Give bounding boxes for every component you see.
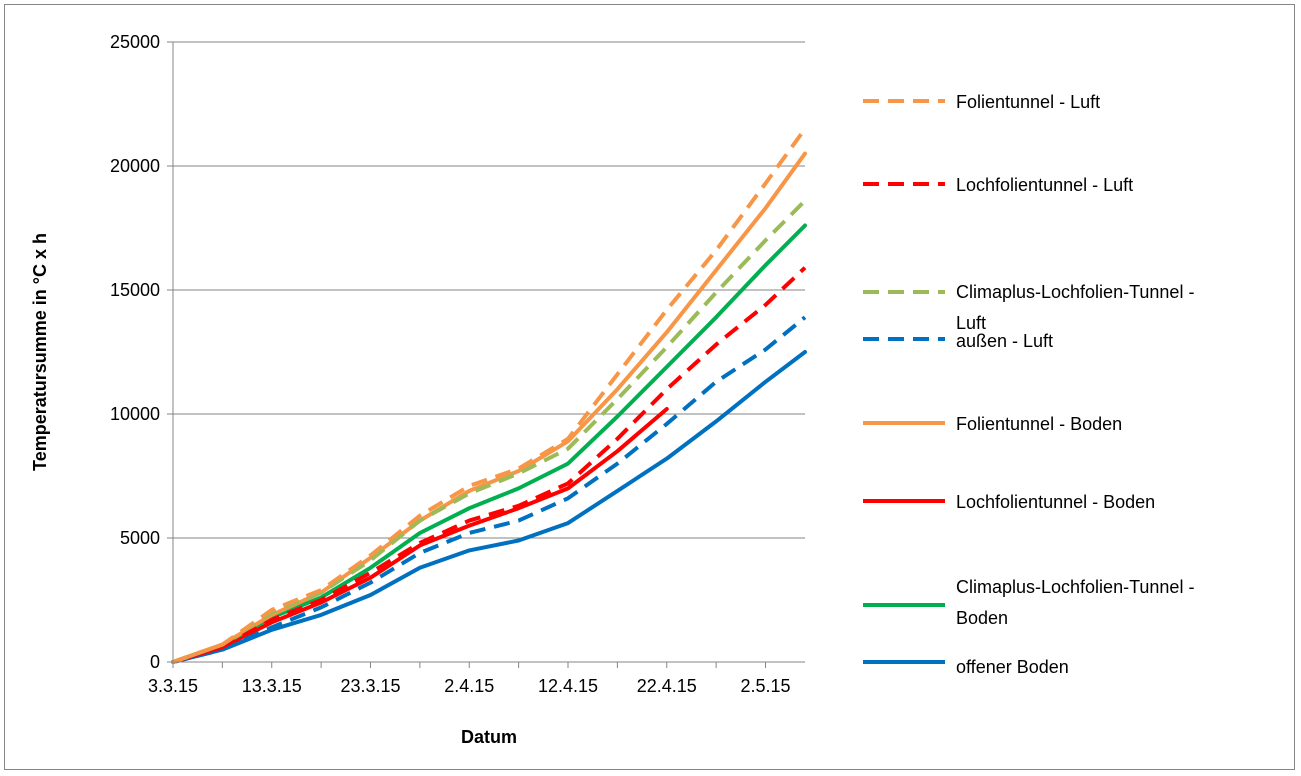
x-axis-title: Datum <box>461 727 517 747</box>
y-tick-label: 0 <box>150 652 160 672</box>
x-tick-label: 12.4.15 <box>538 676 598 696</box>
legend-label: außen - Luft <box>956 331 1053 351</box>
series-line <box>172 266 807 664</box>
series-line <box>172 127 807 664</box>
line-chart: 0 5000 10000 15000 20000 25000 3.3.15 13.3.15 23… <box>30 32 1194 747</box>
x-tick-label: 13.3.15 <box>242 676 302 696</box>
series-line <box>171 350 807 664</box>
legend-label: Climaplus-Lochfolien-Tunnel - <box>956 577 1194 597</box>
series-line <box>171 151 807 664</box>
series-line <box>172 199 807 664</box>
y-axis-title: Temperatursumme in °C x h <box>30 233 50 471</box>
y-tick-label: 5000 <box>120 528 160 548</box>
tick-labels: 0 5000 10000 15000 20000 25000 3.3.15 13.3.15 23… <box>110 32 791 696</box>
legend-label: Climaplus-Lochfolien-Tunnel - <box>956 282 1194 302</box>
legend: Folientunnel - Luft Lochfolientunnel - Lu… <box>863 92 1194 677</box>
axes <box>167 41 805 668</box>
legend-label: Folientunnel - Boden <box>956 414 1122 434</box>
series-line <box>171 407 669 664</box>
y-tick-label: 20000 <box>110 156 160 176</box>
x-tick-label: 3.3.15 <box>148 676 198 696</box>
gridlines <box>173 41 805 539</box>
y-tick-label: 25000 <box>110 32 160 52</box>
y-tick-label: 10000 <box>110 404 160 424</box>
x-tick-label: 2.4.15 <box>444 676 494 696</box>
y-tick-label: 15000 <box>110 280 160 300</box>
x-tick-label: 2.5.15 <box>740 676 790 696</box>
legend-label: Lochfolientunnel - Luft <box>956 175 1133 195</box>
legend-label: Boden <box>956 608 1008 628</box>
chart-frame: 0 5000 10000 15000 20000 25000 3.3.15 13.3.15 23… <box>4 4 1295 770</box>
series-layer <box>171 127 807 664</box>
legend-label: Lochfolientunnel - Boden <box>956 492 1155 512</box>
x-tick-label: 22.4.15 <box>637 676 697 696</box>
legend-label: Folientunnel - Luft <box>956 92 1100 112</box>
x-tick-label: 23.3.15 <box>340 676 400 696</box>
legend-label: offener Boden <box>956 657 1069 677</box>
legend-label: Luft <box>956 313 986 333</box>
series-line <box>171 223 807 664</box>
series-line <box>172 315 807 664</box>
